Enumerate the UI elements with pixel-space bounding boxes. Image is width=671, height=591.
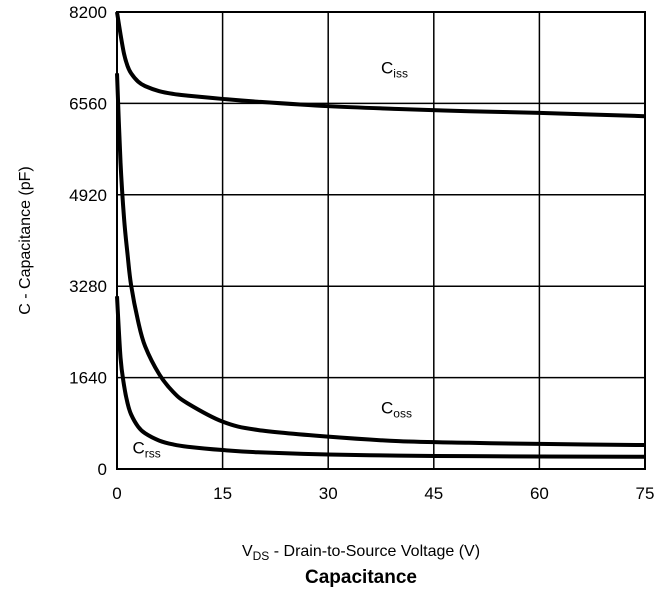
series-label-main: C [381, 58, 393, 77]
x-tick-label: 45 [424, 484, 443, 503]
x-tick-labels: 0 15 30 45 60 75 [112, 484, 654, 503]
x-tick-label: 15 [213, 484, 232, 503]
y-axis-label: C - Capacitance (pF) [17, 166, 34, 315]
y-tick-label: 1640 [69, 369, 107, 388]
y-tick-label: 0 [98, 460, 107, 479]
x-axis-label-rest: - Drain-to-Source Voltage (V) [269, 543, 480, 560]
series-line-coss [115, 73, 646, 448]
y-tick-labels: 0 1640 3280 4920 6560 8200 [69, 3, 107, 479]
plot-frame [116, 11, 646, 470]
series-curves [115, 11, 646, 459]
x-axis-label-main: V [242, 543, 253, 560]
y-tick-label: 4920 [69, 186, 107, 205]
x-tick-label: 0 [112, 484, 121, 503]
x-tick-label: 30 [319, 484, 338, 503]
series-line-ciss [115, 11, 646, 119]
x-axis-label: VDS - Drain-to-Source Voltage (V) [242, 543, 480, 563]
series-label-crss: Crss [132, 438, 160, 460]
series-label-sub: rss [145, 446, 161, 460]
series-label-sub: oss [393, 406, 412, 420]
series-label-main: C [381, 398, 393, 417]
x-tick-label: 75 [636, 484, 655, 503]
series-label-coss: Coss [381, 398, 412, 420]
chart-title: Capacitance [305, 567, 417, 588]
x-axis-label-sub: DS [253, 549, 270, 563]
series-label-sub: iss [393, 66, 408, 80]
y-tick-label: 6560 [69, 94, 107, 113]
series-line-crss [115, 296, 646, 459]
grid-lines [117, 12, 645, 469]
x-tick-label: 60 [530, 484, 549, 503]
y-tick-label: 3280 [69, 277, 107, 296]
series-label-ciss: Ciss [381, 58, 408, 80]
y-tick-label: 8200 [69, 3, 107, 22]
series-label-main: C [132, 438, 144, 457]
